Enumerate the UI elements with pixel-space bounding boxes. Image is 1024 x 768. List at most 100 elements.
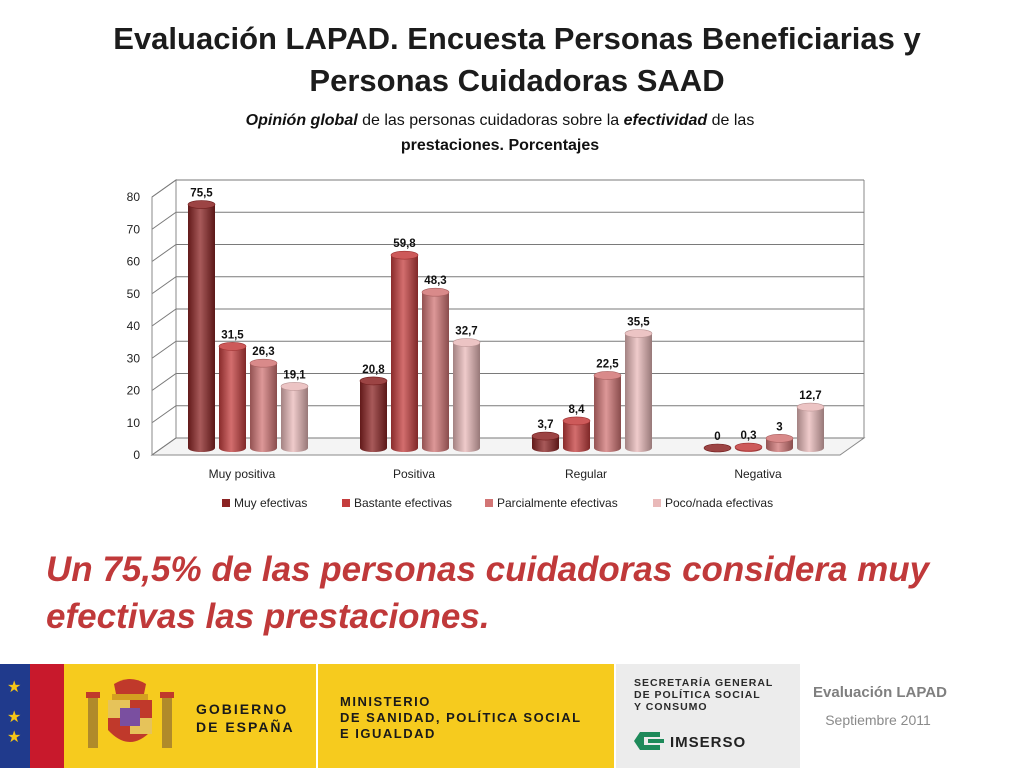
bar (219, 346, 246, 452)
secretaria-line1: SECRETARÍA GENERAL (634, 677, 774, 689)
bar (250, 363, 277, 452)
bar (532, 436, 559, 452)
bar-top (796, 402, 825, 412)
slide-title-line1: Evaluación LAPAD. Encuesta Personas Bene… (113, 21, 921, 56)
bar-top (452, 338, 481, 347)
y-tick-label: 60 (127, 255, 141, 269)
x-tick-label: Regular (565, 467, 607, 481)
gridline (151, 244, 864, 262)
bar (797, 407, 824, 452)
gridline (151, 179, 864, 198)
data-label: 20,8 (362, 364, 385, 376)
bar (594, 375, 621, 452)
chart-title: Opinión global de las personas cuidadora… (200, 108, 800, 158)
secretaria-line2: DE POLÍTICA SOCIAL (634, 689, 761, 701)
ministerio-text: MINISTERIO DE SANIDAD, POLÍTICA SOCIAL E… (340, 694, 582, 742)
bar (625, 333, 652, 452)
data-label: 3,7 (538, 419, 554, 431)
legend-swatch (342, 499, 350, 507)
data-label: 26,3 (252, 346, 274, 358)
conclusion-text: Un 75,5% de las personas cuidadoras cons… (46, 546, 986, 640)
secretaria-line3: Y CONSUMO (634, 701, 708, 713)
data-label: 3 (776, 421, 782, 433)
bar-top (624, 329, 653, 338)
conclusion-line1: Un 75,5% de las personas cuidadoras cons… (46, 550, 930, 589)
bar (563, 420, 590, 452)
y-tick-label: 20 (127, 384, 141, 398)
data-label: 75,5 (190, 188, 213, 200)
data-label: 59,8 (393, 238, 416, 250)
bar-top (765, 434, 794, 443)
x-tick-label: Negativa (734, 467, 782, 481)
footer-logos: ★ ★ ★ GOBIERNO DE ESPAÑA MINISTERIO DE S… (0, 664, 1024, 768)
bar-top (359, 376, 388, 386)
ministerio-line1: MINISTERIO (340, 694, 431, 709)
y-tick-label: 80 (127, 190, 141, 204)
legend-label: Poco/nada efectivas (665, 496, 773, 510)
data-label: 0,3 (741, 430, 757, 442)
gobierno-line1: GOBIERNO (196, 701, 289, 717)
bar-top (218, 342, 247, 351)
chart-title-line2: prestaciones. Porcentajes (400, 137, 600, 154)
y-tick-label: 40 (127, 319, 141, 333)
bar (422, 292, 449, 452)
gobierno-line2: DE ESPAÑA (196, 719, 295, 735)
legend-label: Bastante efectivas (354, 496, 452, 510)
gobierno-logo: GOBIERNO DE ESPAÑA (64, 664, 316, 768)
star-icon: ★ (7, 729, 22, 746)
legend-swatch (485, 499, 493, 507)
chart-title-em2: efectividad (623, 112, 708, 129)
data-label: 35,5 (627, 317, 650, 329)
y-tick-label: 10 (127, 416, 141, 430)
gridline (151, 308, 864, 327)
bar-top (390, 250, 419, 260)
legend-swatch (222, 499, 230, 507)
x-tick-label: Muy positiva (209, 467, 276, 481)
data-label: 32,7 (455, 326, 477, 338)
bar (188, 204, 215, 452)
bar-top (249, 358, 278, 368)
chart-title-em1: Opinión global (245, 112, 358, 129)
bar (281, 386, 308, 452)
bar (391, 255, 418, 452)
data-label: 31,5 (221, 329, 244, 341)
eu-flag-blue-stripe (0, 664, 30, 768)
ministerio-line2: DE SANIDAD, POLÍTICA SOCIAL (340, 710, 582, 725)
bar-top (531, 431, 560, 441)
data-label: 48,3 (424, 275, 446, 287)
bar-top (421, 287, 450, 297)
gridline (151, 276, 864, 295)
bar (360, 380, 387, 452)
star-icon: ★ (7, 679, 22, 696)
bar-top (280, 382, 309, 391)
secretaria-text: SECRETARÍA GENERAL DE POLÍTICA SOCIAL Y … (634, 677, 773, 713)
y-tick-label: 30 (127, 351, 141, 365)
legend-label: Muy efectivas (234, 496, 307, 510)
imserso-logo-icon (634, 732, 664, 750)
data-label: 8,4 (569, 404, 586, 416)
legend-swatch (653, 499, 661, 507)
data-label: 19,1 (283, 369, 306, 381)
slide-title: Evaluación LAPAD. Encuesta Personas Bene… (60, 18, 974, 102)
coat-of-arms-icon (86, 679, 174, 748)
y-tick-label: 50 (127, 287, 141, 301)
imserso-text: IMSERSO (670, 734, 747, 751)
ministerio-line3: E IGUALDAD (340, 726, 436, 741)
secretaria-logo: SECRETARÍA GENERAL DE POLÍTICA SOCIAL Y … (616, 664, 800, 768)
footer-date: Septiembre 2011 (825, 712, 931, 728)
bar (453, 342, 480, 452)
bar-top (187, 200, 216, 209)
spain-flag-red-stripe (30, 664, 64, 768)
bar-top (703, 443, 732, 453)
eu-spain-flag: ★ ★ ★ (0, 664, 64, 768)
chart-title-text1: de las personas cuidadoras sobre la (357, 112, 624, 129)
y-tick-label: 70 (127, 222, 141, 236)
y-tick-label: 0 (133, 448, 140, 462)
data-label: 0 (714, 431, 720, 443)
data-label: 22,5 (596, 358, 619, 370)
chart-title-text2: de las (707, 112, 755, 129)
bar-top (593, 371, 622, 380)
gobierno-text: GOBIERNO DE ESPAÑA (196, 700, 295, 736)
legend-label: Parcialmente efectivas (497, 496, 618, 510)
